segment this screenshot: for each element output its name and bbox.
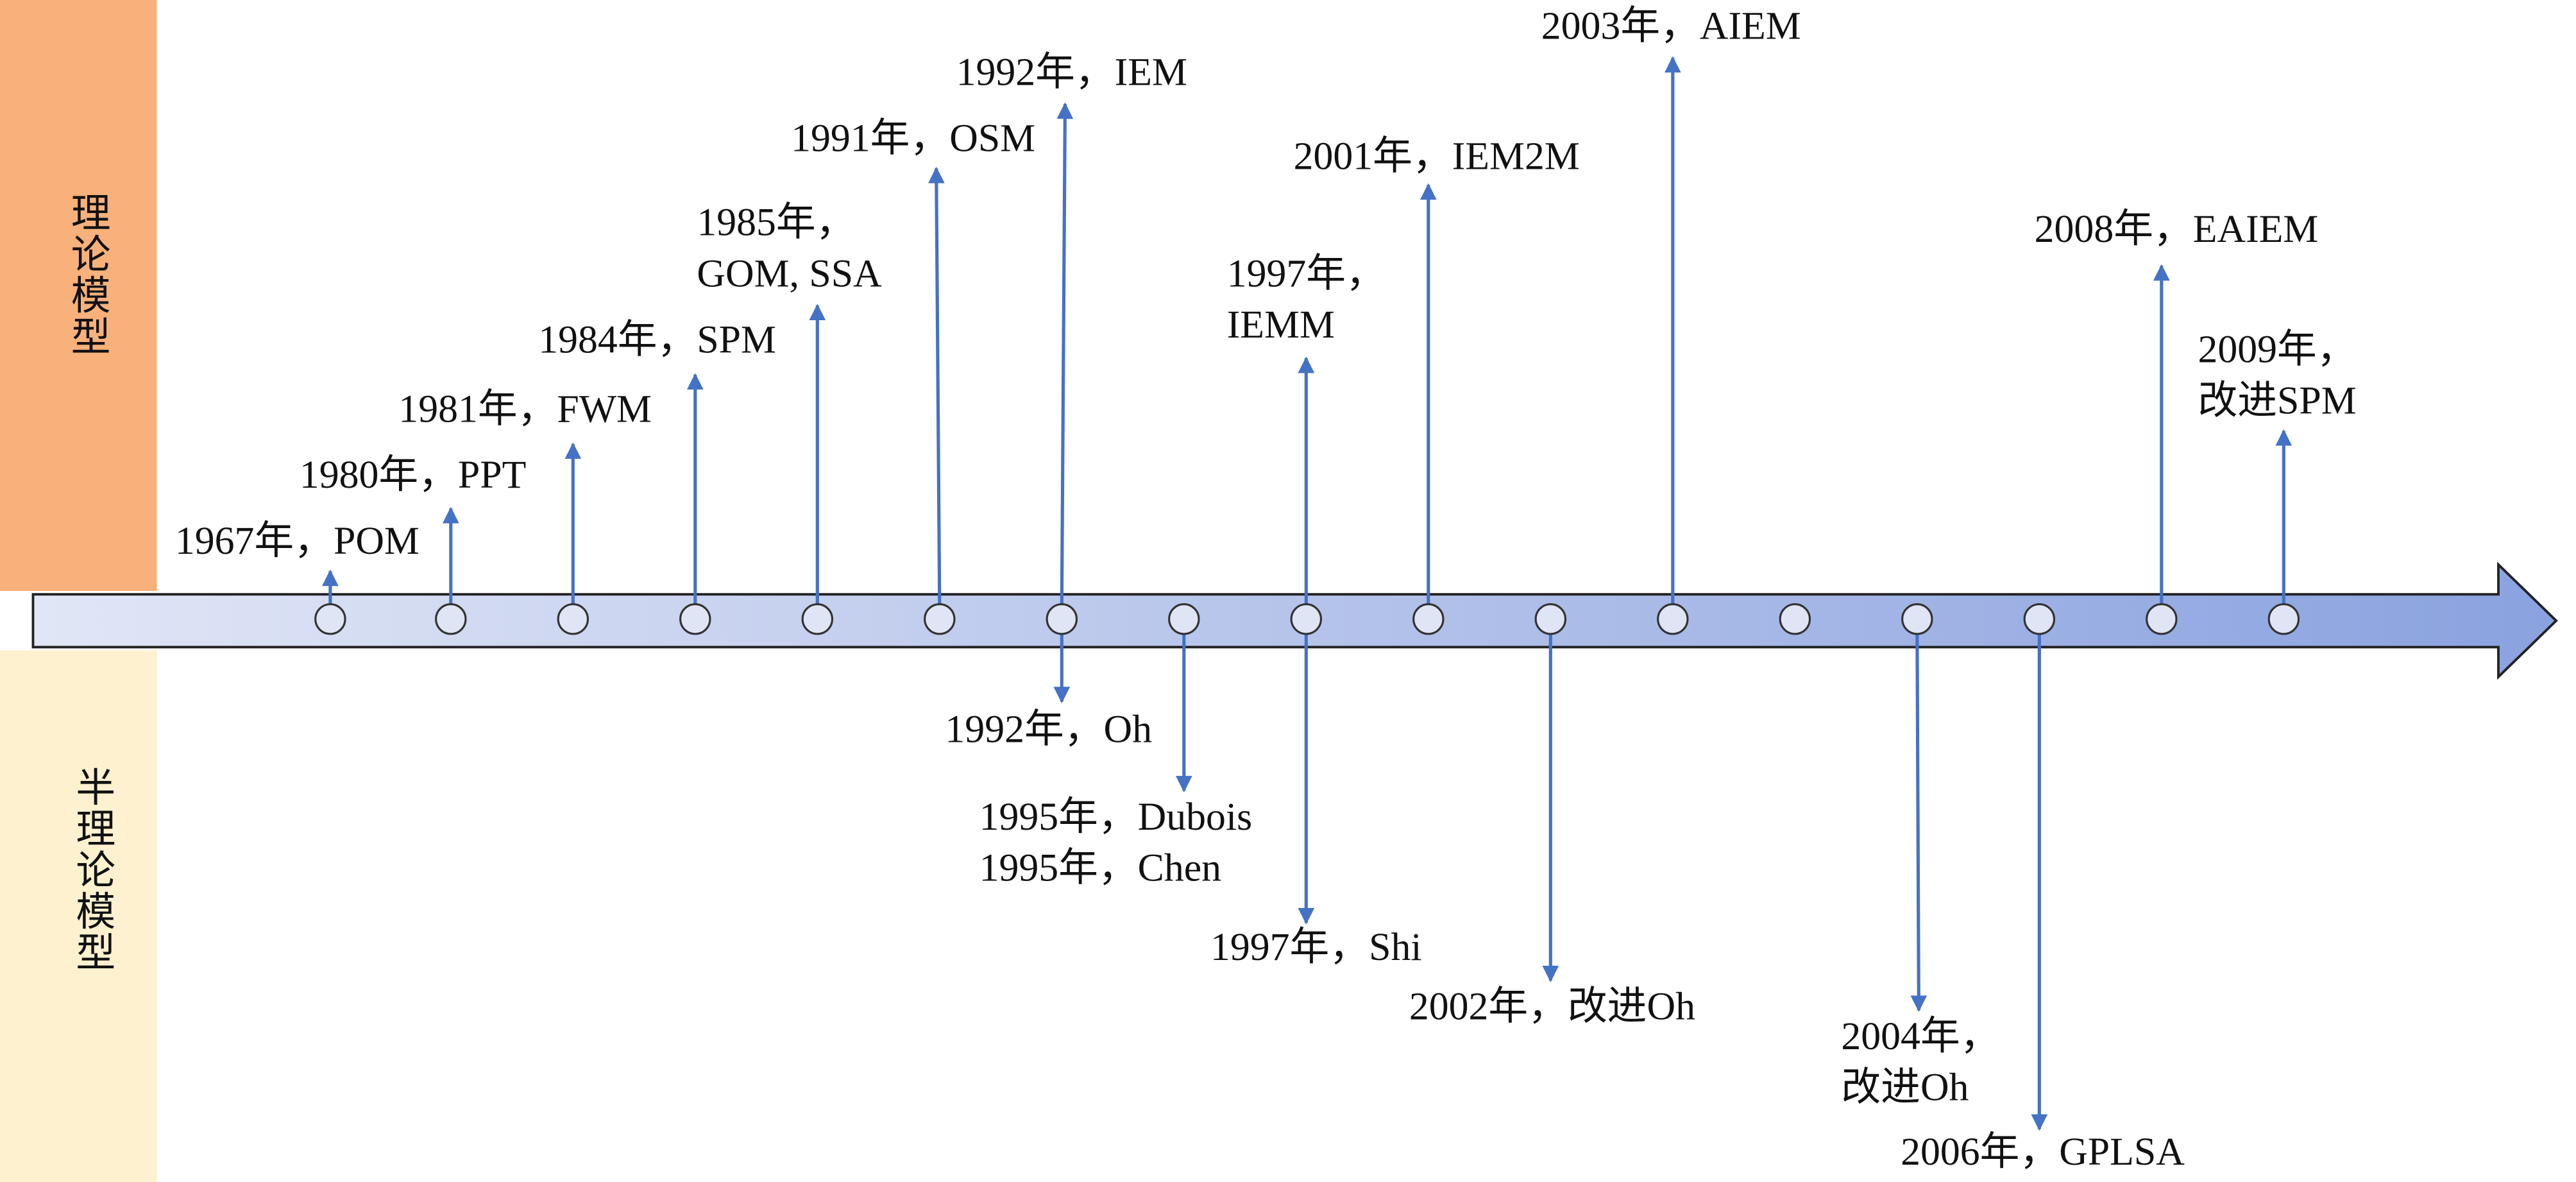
- event-label: 1984年，SPM: [538, 318, 776, 361]
- theory-label: 理论模型: [71, 193, 111, 360]
- node: [801, 603, 834, 635]
- event-label: 改进Oh: [1841, 1066, 1969, 1109]
- node: [2023, 603, 2056, 635]
- node: [1412, 603, 1445, 635]
- node: [679, 603, 711, 635]
- event-arrow: [1056, 102, 1074, 604]
- event-label: 1991年，OSM: [791, 116, 1035, 160]
- event-label: 2008年，EAIEM: [2035, 207, 2319, 251]
- node: [435, 603, 467, 635]
- node: [1168, 603, 1200, 635]
- event-arrow: [928, 166, 945, 604]
- node: [1779, 603, 1811, 635]
- event-label: IEMM: [1227, 303, 1335, 347]
- event-nodes: [314, 603, 2300, 635]
- event-label: 1995年，Chen: [979, 846, 1221, 890]
- event-label: 1967年，POM: [175, 519, 419, 563]
- theory-band: [0, 0, 157, 591]
- event-label: 1985年，: [697, 201, 855, 244]
- node: [557, 603, 589, 635]
- event-arrows: [322, 56, 2292, 1131]
- event-label: 1992年，Oh: [945, 707, 1152, 751]
- event-label: 1997年，: [1227, 252, 1385, 295]
- node: [2146, 603, 2178, 635]
- event-label: 2002年，改进Oh: [1409, 985, 1695, 1029]
- event-labels: 1967年，POM 1980年，PPT 1981年，FWM 1984年，SPM 1985…: [175, 4, 2357, 1174]
- event-label: 2003年，AIEM: [1541, 4, 1801, 47]
- event-label: 1981年，FWM: [398, 387, 652, 431]
- side-text: 理论模型: [71, 193, 111, 360]
- event-label: 2006年，GPLSA: [1901, 1130, 2185, 1174]
- node: [924, 603, 956, 635]
- node: [1046, 603, 1078, 635]
- side-text: 半理论模型: [76, 767, 115, 975]
- event-label: 改进SPM: [2198, 379, 2356, 422]
- event-label: 2001年，IEM2M: [1294, 135, 1580, 178]
- node: [1901, 603, 1933, 635]
- event-label: 2009年，: [2198, 328, 2356, 372]
- event-label: 1980年，PPT: [300, 453, 527, 497]
- event-label: 1995年，Dubois: [979, 795, 1253, 839]
- event-label: 2004年，: [1841, 1015, 1999, 1058]
- node: [1657, 603, 1689, 635]
- node: [1290, 603, 1323, 635]
- event-label: 1992年，IEM: [956, 51, 1187, 94]
- semi-theory-label: 半理论模型: [76, 767, 115, 975]
- semi-theory-band: [0, 650, 157, 1182]
- event-arrow: [1910, 633, 1928, 1013]
- node: [314, 603, 346, 635]
- event-label: GOM, SSA: [697, 252, 882, 295]
- node: [2267, 603, 2300, 635]
- node: [1534, 603, 1567, 635]
- event-label: 1997年，Shi: [1210, 925, 1421, 969]
